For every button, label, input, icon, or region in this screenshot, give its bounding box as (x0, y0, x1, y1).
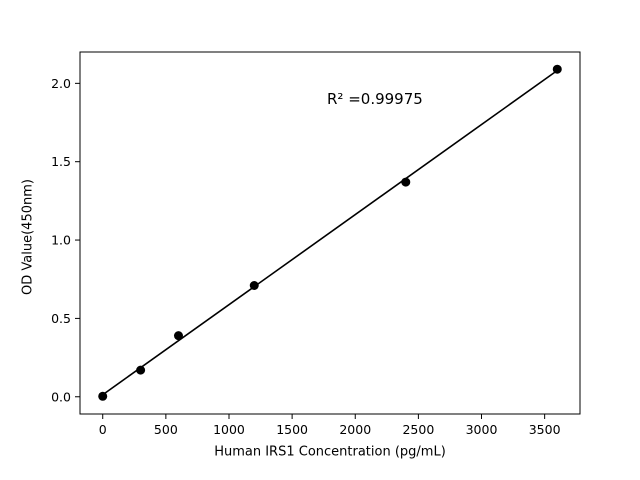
x-tick-label: 3000 (466, 422, 498, 437)
x-tick-label: 500 (154, 422, 178, 437)
plot-border (79, 51, 581, 415)
data-point (136, 365, 146, 375)
y-tick-label: 2.0 (51, 76, 71, 91)
x-tick-label: 1500 (276, 422, 308, 437)
y-tick-label: 0.0 (51, 389, 71, 404)
x-tick-label: 1000 (213, 422, 245, 437)
data-point (173, 331, 183, 341)
x-tick-label: 2500 (402, 422, 434, 437)
y-axis-label: OD Value(450nm) (20, 179, 36, 295)
y-tick-label: 1.0 (51, 233, 71, 248)
annotation-r-squared: R² =0.99975 (327, 90, 423, 108)
data-point (98, 391, 108, 401)
data-point (249, 280, 259, 290)
data-point (401, 177, 411, 187)
data-point (552, 64, 562, 74)
x-axis-label: Human IRS1 Concentration (pg/mL) (214, 444, 446, 460)
y-tick-label: 1.5 (51, 154, 71, 169)
fit-line (102, 69, 558, 396)
x-tick-label: 3500 (529, 422, 561, 437)
y-tick-label: 0.5 (51, 311, 71, 326)
x-tick-label: 0 (99, 422, 107, 437)
x-tick-label: 2000 (339, 422, 371, 437)
